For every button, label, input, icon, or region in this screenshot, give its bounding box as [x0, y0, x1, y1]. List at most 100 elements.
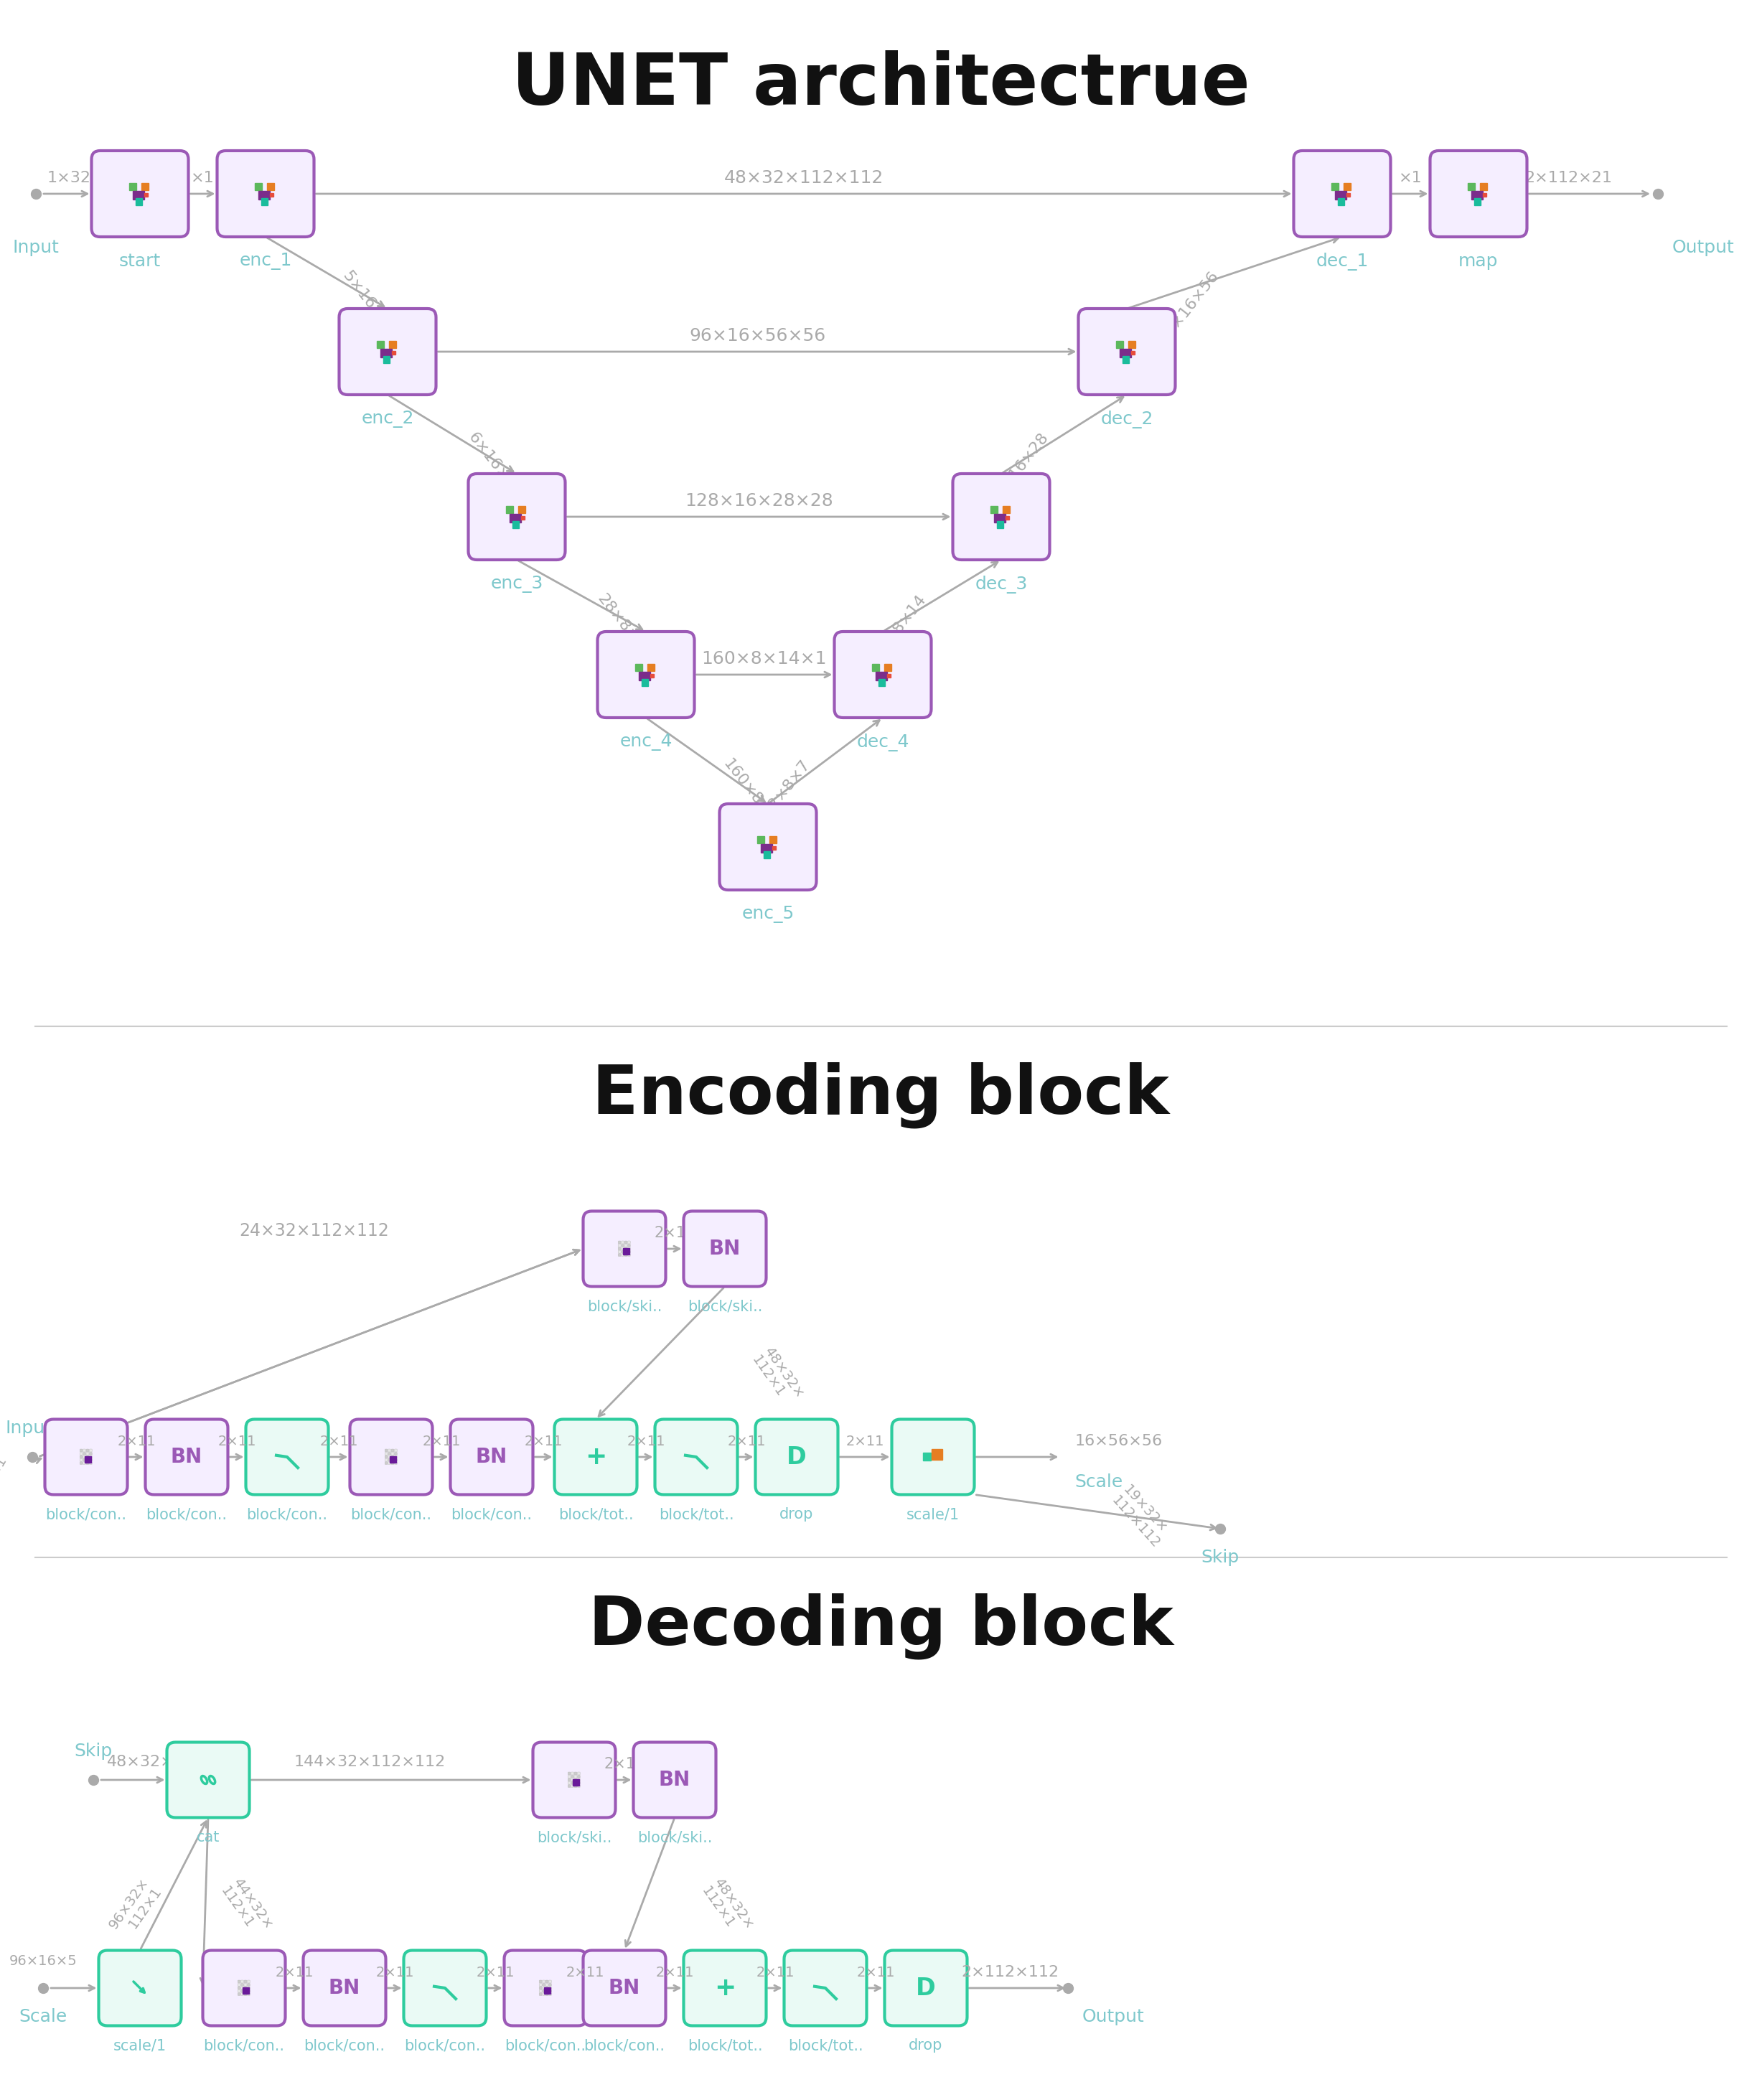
FancyBboxPatch shape — [684, 1951, 766, 2026]
Bar — [389, 340, 396, 349]
FancyBboxPatch shape — [384, 1462, 388, 1464]
Bar — [624, 1247, 629, 1256]
FancyBboxPatch shape — [243, 1987, 247, 1989]
Text: enc_4: enc_4 — [620, 733, 673, 750]
Text: Output: Output — [1672, 239, 1734, 256]
FancyBboxPatch shape — [574, 1772, 576, 1774]
Bar — [1343, 183, 1351, 191]
Text: Encoding block: Encoding block — [592, 1063, 1170, 1128]
FancyBboxPatch shape — [574, 1774, 576, 1779]
FancyBboxPatch shape — [388, 1462, 391, 1464]
Bar — [872, 664, 879, 672]
FancyBboxPatch shape — [167, 1743, 250, 1819]
FancyBboxPatch shape — [247, 1989, 250, 1993]
FancyBboxPatch shape — [86, 1453, 88, 1455]
Text: 160×8×14×1: 160×8×14×1 — [701, 651, 826, 668]
FancyBboxPatch shape — [543, 1987, 544, 1989]
Text: UNET architectrue: UNET architectrue — [511, 50, 1249, 120]
FancyBboxPatch shape — [391, 1449, 395, 1451]
Text: 48×32×112×112: 48×32×112×112 — [724, 170, 885, 187]
Bar — [266, 183, 275, 191]
Bar — [129, 183, 136, 191]
Text: dec_4: dec_4 — [856, 733, 909, 752]
FancyBboxPatch shape — [885, 1951, 967, 2026]
Text: BN: BN — [329, 1978, 361, 1997]
Text: block/con..: block/con.. — [506, 2039, 587, 2054]
Text: 5×16×56×: 5×16×56× — [340, 269, 407, 349]
FancyBboxPatch shape — [627, 1250, 631, 1254]
Bar — [381, 349, 391, 357]
FancyBboxPatch shape — [83, 1455, 86, 1457]
Bar — [758, 836, 765, 844]
Text: BN: BN — [171, 1447, 203, 1468]
FancyBboxPatch shape — [391, 1453, 395, 1455]
FancyBboxPatch shape — [548, 1982, 552, 1987]
FancyBboxPatch shape — [574, 1785, 576, 1787]
FancyBboxPatch shape — [539, 1982, 543, 1987]
FancyBboxPatch shape — [624, 1243, 627, 1247]
FancyBboxPatch shape — [86, 1460, 88, 1462]
Text: 48×32×
112×1: 48×32× 112×1 — [749, 1344, 807, 1409]
Bar — [254, 183, 263, 191]
FancyBboxPatch shape — [90, 1455, 92, 1457]
Text: ×1: ×1 — [1399, 170, 1422, 185]
Bar — [1346, 193, 1350, 197]
FancyBboxPatch shape — [238, 1993, 241, 1995]
Text: Scale: Scale — [1075, 1474, 1122, 1491]
FancyBboxPatch shape — [83, 1460, 86, 1462]
Text: drop: drop — [779, 1508, 814, 1522]
FancyBboxPatch shape — [241, 1980, 243, 1982]
Text: BN: BN — [708, 1239, 740, 1258]
FancyBboxPatch shape — [395, 1462, 396, 1464]
FancyBboxPatch shape — [1078, 309, 1175, 395]
Text: block/ski..: block/ski.. — [638, 1831, 712, 1846]
Text: D: D — [786, 1445, 807, 1468]
FancyBboxPatch shape — [243, 1993, 247, 1995]
FancyBboxPatch shape — [539, 1980, 543, 1982]
Text: block/ski..: block/ski.. — [587, 1300, 663, 1315]
FancyBboxPatch shape — [784, 1951, 867, 2026]
FancyBboxPatch shape — [395, 1455, 396, 1457]
Text: scale/1: scale/1 — [906, 1508, 960, 1522]
Bar — [886, 674, 892, 678]
FancyBboxPatch shape — [618, 1243, 620, 1247]
FancyBboxPatch shape — [241, 1982, 243, 1987]
FancyBboxPatch shape — [627, 1241, 631, 1243]
Text: +: + — [585, 1445, 606, 1470]
FancyBboxPatch shape — [86, 1462, 88, 1464]
Text: map: map — [1459, 252, 1498, 271]
FancyBboxPatch shape — [391, 1455, 395, 1457]
Bar — [518, 506, 525, 512]
Text: 192×8×7: 192×8×7 — [754, 756, 812, 825]
Bar — [243, 1987, 250, 1995]
FancyBboxPatch shape — [469, 475, 566, 561]
FancyBboxPatch shape — [395, 1460, 396, 1462]
Text: block/ski..: block/ski.. — [537, 1831, 611, 1846]
FancyBboxPatch shape — [504, 1951, 587, 2026]
Bar — [1468, 183, 1475, 191]
FancyBboxPatch shape — [238, 1987, 241, 1989]
Bar — [640, 672, 650, 680]
Text: 24×32×112×112: 24×32×112×112 — [240, 1222, 389, 1239]
FancyBboxPatch shape — [1431, 151, 1528, 237]
Bar — [997, 521, 1003, 529]
Text: 2×11: 2×11 — [218, 1434, 255, 1449]
FancyBboxPatch shape — [578, 1779, 580, 1781]
Text: 16×56×56: 16×56×56 — [1075, 1434, 1163, 1449]
Bar — [885, 664, 892, 672]
FancyBboxPatch shape — [79, 1449, 83, 1451]
FancyBboxPatch shape — [395, 1453, 396, 1455]
Bar — [1006, 517, 1010, 521]
FancyBboxPatch shape — [241, 1989, 243, 1993]
Text: 44×32×
112×1: 44×32× 112×1 — [218, 1875, 275, 1940]
FancyBboxPatch shape — [622, 1243, 624, 1247]
Text: block/con..: block/con.. — [46, 1508, 127, 1522]
FancyBboxPatch shape — [578, 1781, 580, 1785]
Text: 2×11: 2×11 — [476, 1966, 515, 1978]
Text: Scale: Scale — [19, 2008, 67, 2024]
Text: 2×11: 2×11 — [566, 1966, 604, 1978]
Bar — [990, 506, 997, 512]
Text: 2×11: 2×11 — [728, 1434, 766, 1449]
FancyBboxPatch shape — [684, 1212, 766, 1287]
Text: Decoding block: Decoding block — [589, 1594, 1173, 1659]
